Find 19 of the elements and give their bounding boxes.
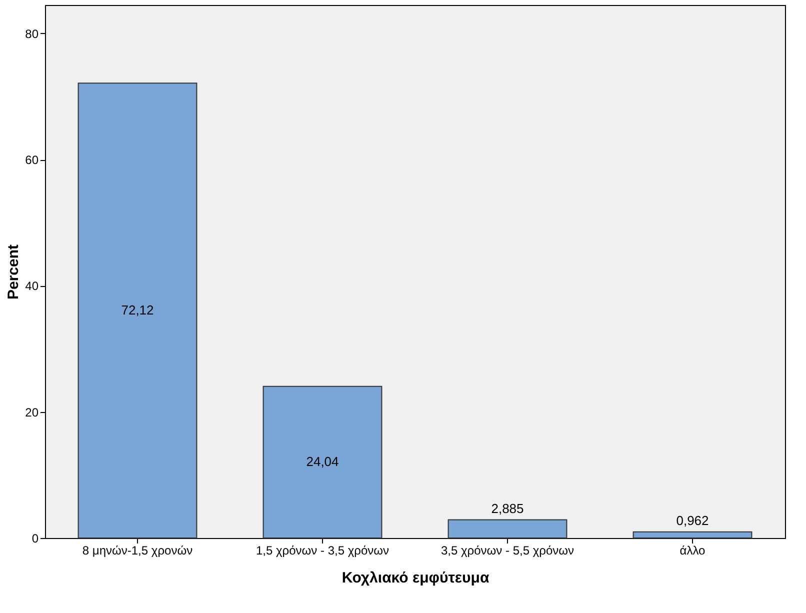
y-tick-label: 0	[32, 532, 39, 546]
bar	[262, 386, 382, 538]
y-tick-label: 80	[25, 26, 39, 41]
data-label: 0,962	[676, 512, 709, 528]
x-tick-label: 3,5 χρόνων - 5,5 χρόνων	[440, 544, 574, 558]
y-tick-label: 40	[25, 279, 39, 294]
data-label: 24,04	[306, 454, 339, 470]
bar	[448, 519, 568, 538]
data-label: 2,885	[491, 500, 524, 516]
y-tick-label: 20	[25, 405, 39, 420]
y-tick-label: 60	[25, 153, 39, 168]
y-axis-title: Percent	[5, 244, 22, 300]
bar	[78, 82, 198, 538]
x-tick-label: 8 μηνών-1,5 χρονών	[82, 544, 193, 558]
data-label: 72,12	[121, 302, 154, 318]
x-tick-label: άλλο	[680, 544, 706, 558]
x-tick-label: 1,5 χρόνων - 3,5 χρόνων	[256, 544, 390, 558]
bar	[632, 531, 752, 538]
x-axis-title: Κοχλιακό εμφύτευμα	[342, 570, 490, 586]
